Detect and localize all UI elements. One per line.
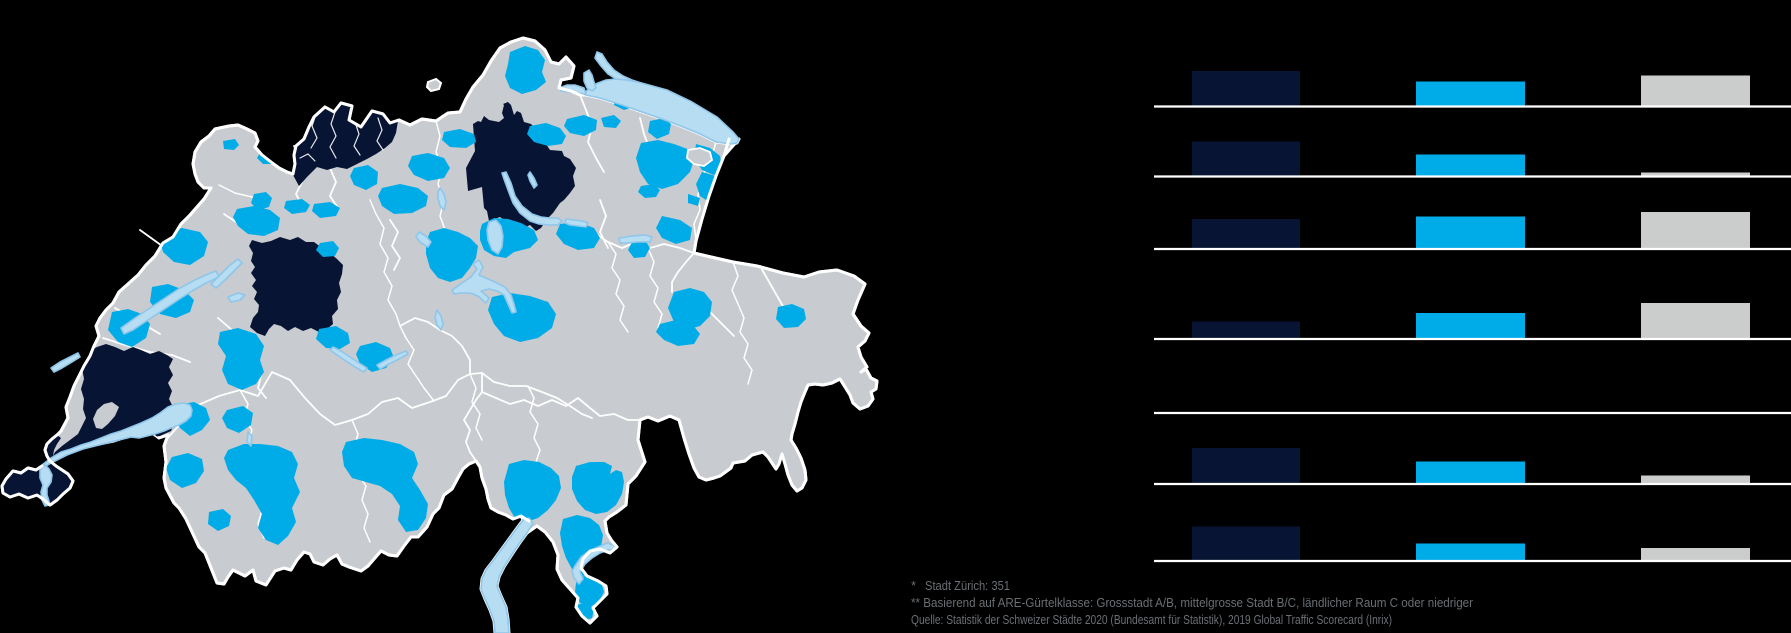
svg-text:** Basierend auf ARE-Gürtelkla: ** Basierend auf ARE-Gürtelklasse: Gross… xyxy=(911,595,1474,610)
svg-text:Stadt Zürich: 351: Stadt Zürich: 351 xyxy=(925,578,1010,593)
svg-text:*: * xyxy=(911,578,916,593)
svg-text:Quelle: Statistik der Schweize: Quelle: Statistik der Schweizer Städte 2… xyxy=(911,612,1392,627)
